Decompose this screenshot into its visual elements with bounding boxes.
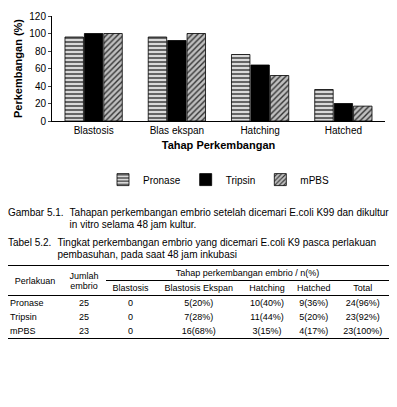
svg-text:Tripsin: Tripsin — [226, 175, 256, 186]
html-text:0: 0 — [127, 312, 133, 322]
svg-text:60: 60 — [35, 63, 47, 74]
html-text:3(15%): 3(15%) — [252, 326, 282, 336]
html-text:10(40%): 10(40%) — [250, 298, 284, 308]
svg-text:Blas ekspan: Blas ekspan — [150, 125, 204, 136]
svg-text:Pronase: Pronase — [143, 175, 181, 186]
html-text:Hatched: Hatched — [297, 283, 331, 293]
html-text:Total: Total — [353, 283, 373, 293]
html-text:5(20%): 5(20%) — [299, 312, 329, 322]
html-text:9(36%): 9(36%) — [299, 298, 329, 308]
svg-text:120: 120 — [29, 11, 46, 22]
html-text:Tahapan perkembangan embrio se: Tahapan perkembangan embrio setelah dice… — [69, 207, 389, 230]
html-text:25: 25 — [79, 312, 90, 322]
html-text:Tripsin: Tripsin — [10, 312, 37, 322]
svg-text:Hatching: Hatching — [240, 125, 279, 136]
html-text:11(44%): 11(44%) — [250, 312, 284, 322]
html-text:Tahap perkembangan embrio / n(: Tahap perkembangan embrio / n(%) — [175, 268, 320, 278]
html-text:Tingkat perkembangan embrio ya: Tingkat perkembangan embrio yang dicemar… — [57, 237, 377, 260]
html-text:23(100%): 23(100%) — [343, 326, 383, 336]
svg-text:Hatched: Hatched — [325, 125, 362, 136]
svg-text:Perkembangan (%): Perkembangan (%) — [12, 19, 24, 118]
svg-text:20: 20 — [35, 98, 47, 109]
html-text:4(17%): 4(17%) — [299, 326, 329, 336]
html-text:Jumlah embrio: Jumlah embrio — [69, 270, 99, 291]
html-text:16(68%): 16(68%) — [181, 326, 216, 336]
svg-text:Tahap Perkembangan: Tahap Perkembangan — [162, 139, 276, 151]
svg-text:40: 40 — [35, 81, 47, 92]
html-text:Blastosis Ekspan: Blastosis Ekspan — [164, 283, 234, 293]
html-text:Tabel 5.2.: Tabel 5.2. — [8, 237, 52, 248]
html-text:Hatching: Hatching — [249, 283, 285, 293]
svg-text:80: 80 — [35, 46, 47, 57]
html-text:Gambar 5.1.: Gambar 5.1. — [8, 207, 64, 218]
html-text:23: 23 — [79, 326, 90, 336]
html-text:23(92%): 23(92%) — [345, 312, 380, 322]
html-text:25: 25 — [79, 298, 90, 308]
html-text:7(28%): 7(28%) — [184, 312, 214, 322]
html-text:Pronase: Pronase — [10, 298, 44, 308]
svg-text:0: 0 — [40, 116, 46, 127]
html-text:Blastosis: Blastosis — [112, 283, 149, 293]
svg-text:Blastosis: Blastosis — [74, 125, 114, 136]
html-text:mPBS: mPBS — [10, 326, 36, 336]
html-text:0: 0 — [127, 298, 133, 308]
html-text:24(96%): 24(96%) — [345, 298, 380, 308]
svg-text:100: 100 — [29, 28, 46, 39]
svg-text:mPBS: mPBS — [300, 175, 329, 186]
html-text:5(20%): 5(20%) — [184, 298, 214, 308]
html-text:0: 0 — [127, 326, 133, 336]
html-text:Perlakuan: Perlakuan — [14, 275, 56, 286]
